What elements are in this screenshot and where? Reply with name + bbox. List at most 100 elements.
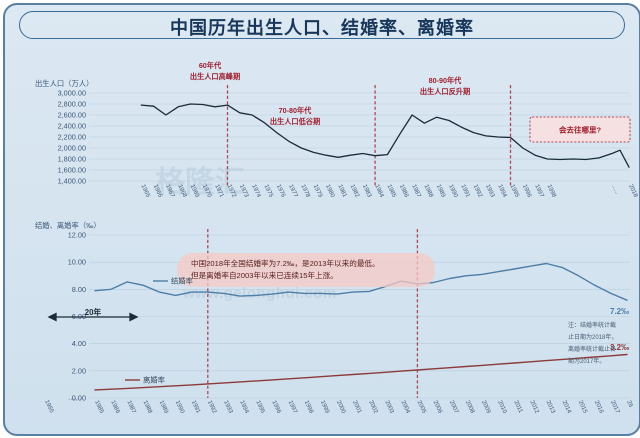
svg-text:2,600.00: 2,600.00 [58, 111, 86, 120]
svg-text:2008: 2008 [464, 400, 475, 415]
svg-text:1998: 1998 [546, 184, 557, 199]
svg-text:1981: 1981 [336, 184, 347, 199]
svg-text:1978: 1978 [299, 184, 310, 199]
svg-text:1973: 1973 [238, 184, 249, 199]
svg-text:会去往哪里?: 会去往哪里? [559, 125, 601, 135]
svg-text:1997: 1997 [287, 400, 298, 415]
svg-text:60年代: 60年代 [199, 61, 222, 70]
svg-text:1996: 1996 [270, 400, 281, 415]
svg-text:1994: 1994 [238, 400, 249, 415]
svg-text:1,600.00: 1,600.00 [58, 166, 86, 175]
svg-text:1986: 1986 [398, 184, 409, 199]
svg-text:注：结婚率统计截: 注：结婚率统计截 [568, 321, 616, 329]
svg-text:2002: 2002 [367, 400, 378, 415]
svg-text:1976: 1976 [275, 184, 286, 199]
svg-text:1989: 1989 [158, 400, 169, 415]
svg-text:但是离婚率自2003年以来已连续15年上涨。: 但是离婚率自2003年以来已连续15年上涨。 [191, 270, 338, 280]
svg-text:1990: 1990 [447, 184, 458, 199]
svg-text:1979: 1979 [312, 184, 323, 199]
svg-text:20年: 20年 [85, 307, 102, 317]
svg-text:2014: 2014 [561, 400, 572, 415]
svg-text:出生人口（万人）: 出生人口（万人） [35, 79, 93, 88]
svg-text:1,800.00: 1,800.00 [58, 155, 86, 164]
svg-text:2010: 2010 [496, 400, 507, 415]
svg-text:2009: 2009 [480, 400, 491, 415]
svg-text:1991: 1991 [190, 400, 201, 415]
svg-text:12.00: 12.00 [68, 231, 86, 240]
svg-text:2005: 2005 [416, 400, 427, 415]
svg-text:1987: 1987 [410, 184, 421, 199]
svg-text:出生人口低谷期: 出生人口低谷期 [270, 117, 320, 126]
svg-text:1980: 1980 [324, 184, 335, 199]
svg-text:1995: 1995 [509, 184, 520, 199]
svg-text:1992: 1992 [472, 184, 483, 199]
svg-text:1977: 1977 [287, 184, 298, 199]
svg-text:2000: 2000 [335, 400, 346, 415]
svg-text:1,400.00: 1,400.00 [58, 177, 86, 186]
svg-text:2012: 2012 [528, 400, 539, 415]
svg-text:止日期为2018年，: 止日期为2018年， [568, 333, 617, 341]
svg-text:出生人口高峰期: 出生人口高峰期 [190, 72, 240, 81]
svg-text:......: ...... [610, 184, 620, 196]
svg-text:2,200.00: 2,200.00 [58, 133, 86, 142]
svg-text:2,400.00: 2,400.00 [58, 122, 86, 131]
svg-text:2003: 2003 [383, 400, 394, 415]
svg-text:1969: 1969 [189, 184, 200, 199]
svg-text:4.00: 4.00 [72, 339, 86, 348]
svg-text:1974: 1974 [250, 184, 261, 199]
svg-text:2011: 2011 [512, 400, 523, 415]
svg-text:1992: 1992 [206, 400, 217, 415]
svg-text:2015: 2015 [577, 400, 588, 415]
svg-text:1967: 1967 [164, 184, 175, 199]
svg-text:······: ······ [68, 396, 82, 403]
svg-text:2016: 2016 [593, 400, 604, 415]
svg-text:7.2‰: 7.2‰ [610, 307, 629, 316]
svg-text:1965: 1965 [43, 399, 54, 414]
svg-text:出生人口反升期: 出生人口反升期 [420, 87, 470, 96]
svg-text:80-90年代: 80-90年代 [429, 76, 463, 85]
svg-text:1987: 1987 [125, 400, 136, 415]
svg-text:1989: 1989 [435, 184, 446, 199]
svg-text:1972: 1972 [226, 184, 237, 199]
svg-text:1975: 1975 [263, 184, 274, 199]
svg-text:离婚率统计截止日: 离婚率统计截止日 [568, 345, 616, 353]
svg-text:1995: 1995 [254, 400, 265, 415]
svg-text:3,000.00: 3,000.00 [58, 89, 86, 98]
svg-text:1983: 1983 [361, 184, 372, 199]
svg-text:2001: 2001 [351, 400, 362, 415]
svg-text:8.00: 8.00 [72, 285, 86, 294]
svg-text:1993: 1993 [222, 400, 233, 415]
svg-text:1985: 1985 [386, 184, 397, 199]
svg-text:1998: 1998 [303, 400, 314, 415]
svg-text:2018: 2018 [627, 184, 638, 199]
svg-text:1970: 1970 [201, 184, 212, 199]
svg-text:10.00: 10.00 [68, 258, 86, 267]
svg-text:中国2018年全国结婚率为7.2‰，是2013年以来的最低。: 中国2018年全国结婚率为7.2‰，是2013年以来的最低。 [191, 258, 380, 268]
svg-text:2.00: 2.00 [72, 366, 86, 375]
svg-text:1982: 1982 [349, 184, 360, 199]
svg-text:1990: 1990 [174, 400, 185, 415]
svg-text:2007: 2007 [448, 400, 459, 415]
svg-text:结婚、离婚率（‰）: 结婚、离婚率（‰） [35, 221, 101, 230]
svg-text:2,800.00: 2,800.00 [58, 100, 86, 109]
svg-text:2017: 2017 [609, 400, 620, 415]
svg-text:1988: 1988 [142, 400, 153, 415]
svg-text:1968: 1968 [176, 184, 187, 199]
svg-text:1991: 1991 [459, 184, 470, 199]
svg-text:1999: 1999 [319, 400, 330, 415]
svg-text:1965: 1965 [139, 184, 150, 199]
svg-text:1996: 1996 [521, 184, 532, 199]
svg-text:1997: 1997 [533, 184, 544, 199]
svg-text:1985: 1985 [93, 400, 104, 415]
svg-text:1984: 1984 [373, 184, 384, 199]
svg-text:1993: 1993 [484, 184, 495, 199]
svg-text:1988: 1988 [423, 184, 434, 199]
svg-text:2013: 2013 [545, 400, 556, 415]
svg-text:期为2017年。: 期为2017年。 [568, 357, 605, 365]
svg-text:1986: 1986 [109, 400, 120, 415]
svg-text:1971: 1971 [213, 184, 224, 199]
svg-text:1994: 1994 [496, 184, 507, 199]
svg-text:1966: 1966 [152, 184, 163, 199]
svg-text:2004: 2004 [399, 400, 410, 415]
svg-text:结婚率: 结婚率 [171, 277, 193, 286]
